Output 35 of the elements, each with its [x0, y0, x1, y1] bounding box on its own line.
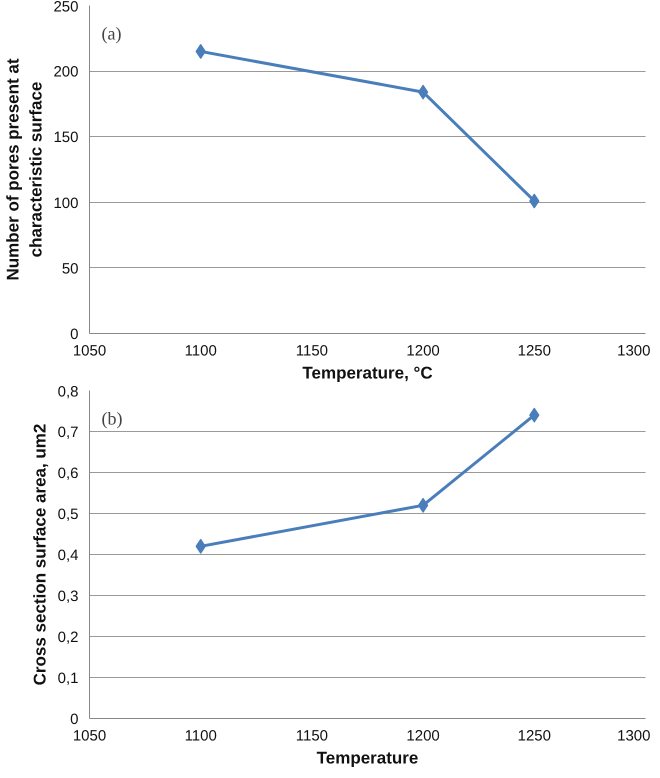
y-axis-title: Cross section surface area, um2 [30, 424, 50, 686]
point [418, 498, 428, 513]
y-tick-label: 0,2 [58, 629, 79, 646]
y-tick-label: 0,6 [58, 465, 79, 482]
y-tick-label: 50 [62, 260, 79, 278]
x-tick-label: 1300 [617, 342, 651, 360]
y-axis-title: Number of pores present at characteristic surface [4, 58, 46, 280]
x-tick-label: 1050 [72, 342, 106, 360]
y-tick-label: 100 [53, 194, 79, 212]
y-tick-label: 0,3 [58, 588, 79, 605]
y-tick-label: 250 [53, 0, 79, 16]
x-tick-label: 1150 [296, 728, 328, 744]
annotation: (b) [102, 408, 122, 428]
y-tick-label: 0,1 [58, 670, 79, 687]
x-tick-label: 1050 [72, 728, 106, 744]
x-tick-label: 1200 [406, 342, 440, 360]
point [418, 84, 428, 100]
x-tick-label: 1200 [406, 728, 440, 744]
x-tick-label: 1100 [184, 342, 217, 360]
y-tick-label: 200 [53, 64, 79, 81]
y-tick-label: 150 [53, 129, 79, 146]
y-tick-label: 0 [70, 711, 78, 728]
y-tick-label: 0,7 [58, 424, 79, 441]
x-tick-label: 1250 [518, 728, 551, 744]
annotation: (a) [102, 24, 122, 44]
x-tick-label: 1100 [184, 728, 217, 744]
y-tick-label: 0,4 [58, 547, 79, 564]
x-axis-title: Temperature, °C [302, 364, 433, 382]
x-tick-label: 1300 [617, 728, 651, 744]
y-tick-label: 0,8 [58, 384, 79, 400]
y-tick-label: 0 [70, 326, 78, 343]
x-tick-label: 1250 [518, 342, 551, 360]
x-tick-label: 1150 [296, 342, 328, 360]
y-tick-label: 0,5 [58, 506, 79, 523]
x-axis-title: Temperature [316, 748, 418, 768]
